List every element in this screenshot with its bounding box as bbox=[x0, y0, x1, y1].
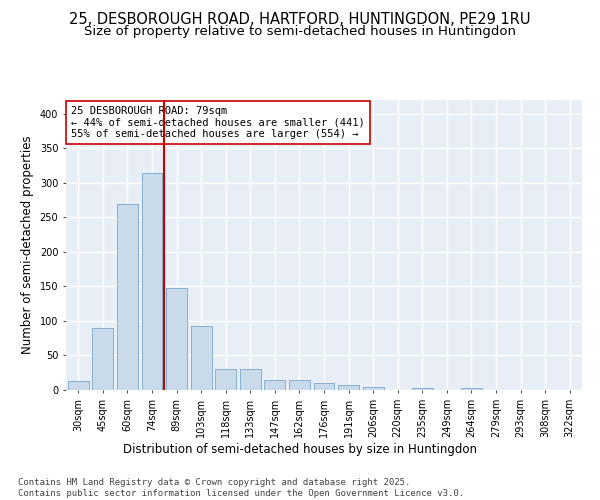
Text: 25 DESBOROUGH ROAD: 79sqm
← 44% of semi-detached houses are smaller (441)
55% of: 25 DESBOROUGH ROAD: 79sqm ← 44% of semi-… bbox=[71, 106, 365, 139]
Bar bbox=[314, 383, 334, 390]
Bar bbox=[461, 388, 482, 390]
Bar bbox=[215, 368, 236, 390]
Bar bbox=[289, 380, 310, 390]
Bar bbox=[191, 326, 212, 390]
Bar bbox=[338, 385, 359, 390]
Text: Contains HM Land Registry data © Crown copyright and database right 2025.
Contai: Contains HM Land Registry data © Crown c… bbox=[18, 478, 464, 498]
Bar bbox=[166, 288, 187, 390]
Bar bbox=[68, 381, 89, 390]
Text: 25, DESBOROUGH ROAD, HARTFORD, HUNTINGDON, PE29 1RU: 25, DESBOROUGH ROAD, HARTFORD, HUNTINGDO… bbox=[69, 12, 531, 28]
Bar bbox=[142, 172, 163, 390]
Y-axis label: Number of semi-detached properties: Number of semi-detached properties bbox=[21, 136, 34, 354]
Bar bbox=[117, 204, 138, 390]
Bar bbox=[412, 388, 433, 390]
Text: Size of property relative to semi-detached houses in Huntingdon: Size of property relative to semi-detach… bbox=[84, 25, 516, 38]
Bar bbox=[240, 368, 261, 390]
Text: Distribution of semi-detached houses by size in Huntingdon: Distribution of semi-detached houses by … bbox=[123, 442, 477, 456]
Bar bbox=[92, 328, 113, 390]
Bar bbox=[265, 380, 286, 390]
Bar bbox=[362, 386, 383, 390]
